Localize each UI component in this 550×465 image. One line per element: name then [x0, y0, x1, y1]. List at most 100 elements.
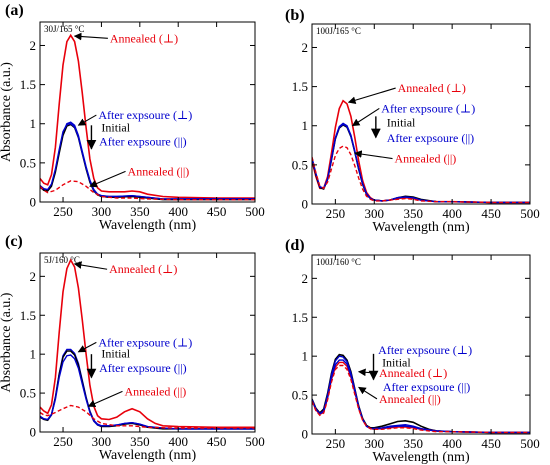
- series-line: [40, 33, 255, 199]
- annotation-label: Annealed (||): [395, 152, 457, 166]
- y-axis-label: Absorbance (a.u.): [0, 292, 14, 392]
- y-tick-label: 0: [302, 427, 309, 442]
- annotation-label: After expsoure (⊥): [378, 343, 472, 357]
- y-tick-label: 2: [302, 271, 309, 286]
- x-tick-label: 250: [326, 436, 346, 451]
- annotation-arrow: [354, 150, 393, 160]
- panel-a: 250 300 350 400 450 500 0 0.5 1 1.5 2 Wavelength (n…: [0, 2, 265, 233]
- plot-frame: [311, 23, 531, 205]
- y-axis-label: Absorbance (a.u.): [0, 62, 14, 162]
- x-tick-label: 450: [207, 434, 227, 449]
- y-tick-label: 1: [302, 118, 309, 133]
- annotation-label: Initial: [387, 116, 416, 130]
- x-tick-label: 450: [481, 206, 501, 221]
- condition-label: 30J/165 °C: [44, 24, 84, 34]
- x-axis-label: Wavelength (nm): [372, 450, 470, 465]
- x-tick-label: 300: [365, 436, 385, 451]
- y-tick-label: 1.5: [20, 77, 36, 92]
- x-tick-label: 250: [326, 206, 346, 221]
- annotation-arrow: [347, 87, 396, 104]
- x-tick-label: 350: [130, 434, 150, 449]
- x-tick-label: 450: [481, 436, 501, 451]
- condition-label: 100J/165 °C: [316, 26, 361, 36]
- x-tick-label: 500: [520, 206, 540, 221]
- annotation-label: Annealed (⊥): [110, 31, 178, 45]
- panel-label: (d): [285, 237, 305, 254]
- x-tick-label: 300: [365, 206, 385, 221]
- x-tick-label: 300: [92, 434, 112, 449]
- annotation-label: After expsoure (⊥): [381, 101, 475, 115]
- series-line: [40, 180, 255, 201]
- x-tick-label: 400: [442, 436, 462, 451]
- annotation-label: Initial: [101, 346, 130, 360]
- x-tick-label: 450: [207, 204, 227, 219]
- y-tick-label: 0.5: [292, 388, 308, 403]
- annotation-label: Initial: [101, 121, 130, 135]
- annotation-label: Initial: [382, 355, 411, 369]
- annotation-label: Annealed (||): [128, 164, 190, 178]
- x-tick-label: 400: [442, 206, 462, 221]
- series-line: [312, 145, 530, 204]
- y-tick-label: 0.5: [20, 386, 36, 401]
- y-tick-label: 0.5: [292, 157, 308, 172]
- annotation-label: After expsoure (||): [99, 135, 186, 149]
- y-tick-label: 0: [30, 425, 37, 440]
- annotation-arrow: [357, 368, 378, 377]
- series-line: [40, 404, 255, 429]
- y-tick-label: 0: [30, 195, 37, 210]
- panel-label: (b): [285, 7, 305, 24]
- annotation-label: Annealed (||): [124, 384, 186, 398]
- y-tick-label: 1.5: [292, 310, 308, 325]
- x-tick-label: 300: [92, 204, 112, 219]
- x-tick-label: 350: [403, 436, 423, 451]
- annotation-arrow: [351, 107, 380, 127]
- annotation-label: Annealed (⊥): [109, 262, 177, 276]
- series-line: [312, 123, 530, 204]
- annotation-label: Annealed (⊥): [398, 81, 466, 95]
- x-axis-label: Wavelength (nm): [372, 220, 470, 235]
- x-tick-label: 350: [130, 204, 150, 219]
- panel-b: 250 300 350 400 450 500 0 0.5 1 1.5 2 Wavelength (n…: [285, 7, 540, 235]
- annotation-label: After expsoure (||): [99, 361, 186, 375]
- annotation-label: Annealed (||): [379, 392, 441, 406]
- x-tick-label: 500: [245, 434, 265, 449]
- annotation-arrow: [87, 390, 123, 408]
- annotation-label: After expsoure (⊥): [98, 335, 192, 349]
- y-tick-label: 1: [30, 116, 37, 131]
- annotation-arrow: [73, 261, 108, 270]
- x-tick-label: 350: [403, 206, 423, 221]
- y-tick-label: 0: [302, 197, 309, 212]
- panel-label: (a): [5, 2, 24, 19]
- series-line: [312, 364, 530, 434]
- x-tick-label: 250: [53, 434, 73, 449]
- y-tick-label: 2: [30, 38, 37, 53]
- annotation-label: After expsoure (⊥): [98, 108, 192, 122]
- x-tick-label: 250: [53, 204, 73, 219]
- x-tick-label: 500: [245, 204, 265, 219]
- plot-frame: [311, 254, 531, 435]
- panel-d: 250 300 350 400 450 500 0 0.5 1 1.5 2 Wavelength (n…: [285, 237, 540, 465]
- panel-c: 250 300 350 400 450 500 0 0.5 1 1.5 2 Wavelength (n…: [0, 233, 265, 463]
- x-axis-label: Wavelength (nm): [99, 448, 197, 463]
- annotation-arrow: [358, 386, 378, 400]
- x-tick-label: 500: [520, 436, 540, 451]
- y-tick-label: 2: [30, 269, 37, 284]
- y-tick-label: 1.5: [292, 79, 308, 94]
- y-tick-label: 1.5: [20, 308, 36, 323]
- annotation-label: After expsoure (||): [383, 380, 470, 394]
- annotation-arrow: [77, 114, 97, 126]
- x-tick-label: 400: [168, 204, 188, 219]
- series-line: [40, 122, 255, 200]
- y-tick-label: 0.5: [20, 155, 36, 170]
- x-axis-label: Wavelength (nm): [99, 218, 197, 233]
- series-line: [40, 354, 255, 430]
- y-tick-label: 1: [302, 349, 309, 364]
- plot-frame: [39, 21, 256, 203]
- annotation-label: Annealed (⊥): [379, 366, 447, 380]
- series-line: [40, 258, 255, 429]
- y-tick-label: 2: [302, 40, 309, 55]
- y-tick-label: 1: [30, 347, 37, 362]
- annotation-arrow: [73, 32, 108, 41]
- condition-label: 5J/160 °C: [44, 255, 80, 265]
- x-tick-label: 400: [168, 434, 188, 449]
